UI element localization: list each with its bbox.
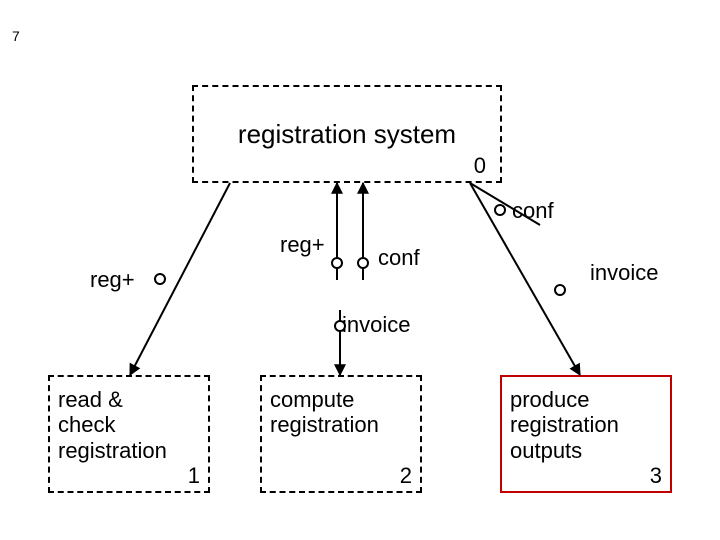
box1-number: 1: [188, 463, 200, 489]
box-produce: produce registration outputs 3: [500, 375, 672, 493]
box1-line3: registration: [58, 438, 200, 463]
box2-number: 2: [400, 463, 412, 489]
box3-line1: produce: [510, 387, 662, 412]
box-compute: compute registration 2: [260, 375, 422, 493]
box1-line2: check: [58, 412, 200, 437]
label-invoice-upper: invoice: [590, 260, 658, 286]
box2-line2: registration: [270, 412, 412, 437]
box3-number: 3: [650, 463, 662, 489]
box-read-check: read & check registration 1: [48, 375, 210, 493]
box3-line3: outputs: [510, 438, 662, 463]
page-number: 7: [12, 28, 20, 44]
label-invoice-lower: invoice: [342, 312, 410, 338]
label-reg-plus-upper: reg+: [280, 232, 325, 258]
box-root-title: registration system: [238, 119, 456, 150]
label-conf-mid: conf: [378, 245, 420, 271]
box-root-number: 0: [474, 153, 486, 179]
label-conf-upper: conf: [512, 198, 554, 224]
box3-line2: registration: [510, 412, 662, 437]
box-root: registration system 0: [192, 85, 502, 183]
box1-line1: read &: [58, 387, 200, 412]
box2-line1: compute: [270, 387, 412, 412]
label-reg-plus-lower: reg+: [90, 267, 135, 293]
